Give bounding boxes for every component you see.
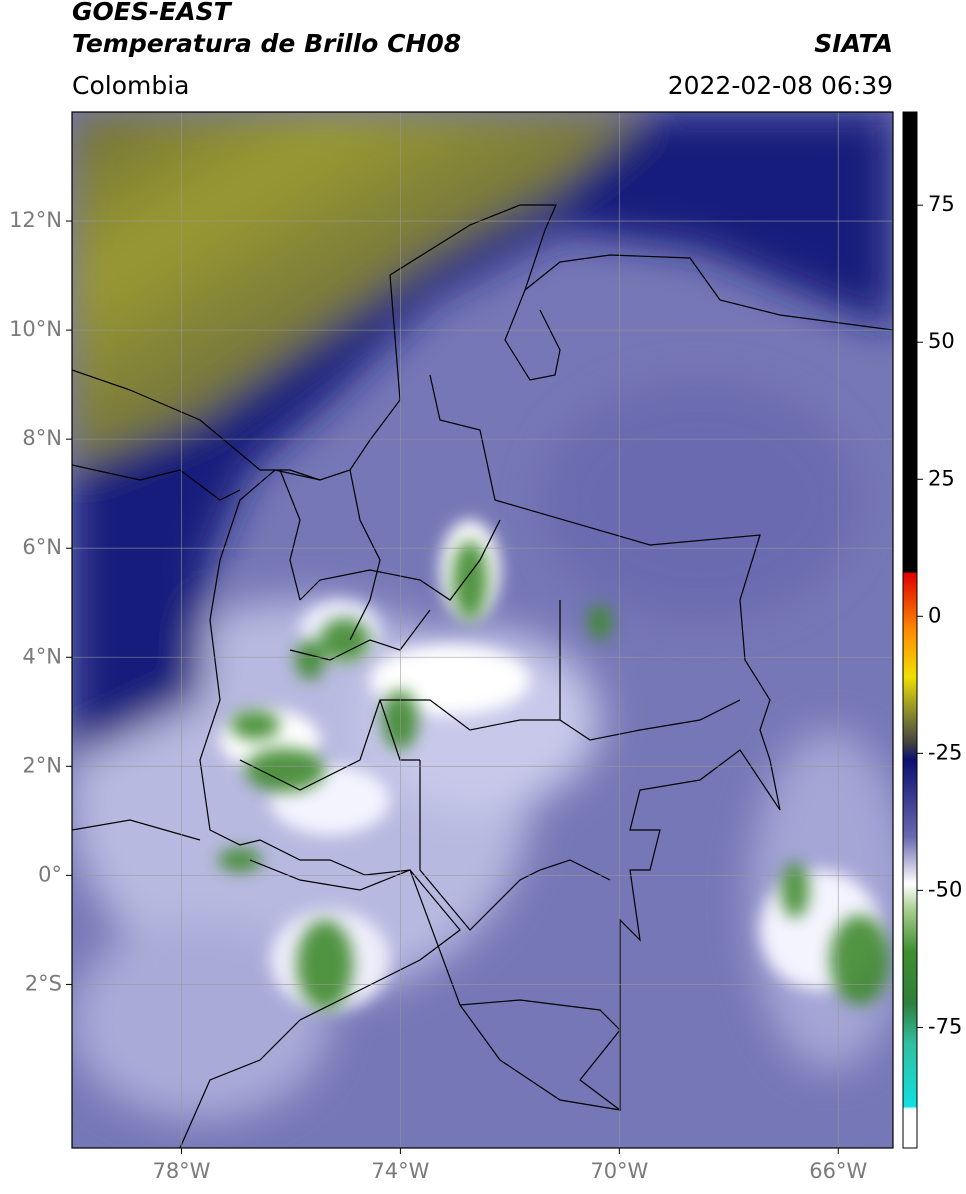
colorbar-tick-label: -25 <box>928 740 962 764</box>
colorbar-tick-label: 50 <box>928 329 955 353</box>
datetime: 2022-02-08 06:39 <box>668 71 893 100</box>
x-tick-label: 78°W <box>152 1159 210 1183</box>
satellite: GOES-EAST <box>72 0 233 26</box>
y-tick-label: 2°S <box>25 971 62 995</box>
y-tick-label: 8°N <box>22 426 62 450</box>
x-tick-label: 66°W <box>809 1159 867 1183</box>
source: SIATA <box>814 29 893 58</box>
y-tick-label: 0° <box>38 862 62 886</box>
product: Temperatura de Brillo CH08 <box>72 29 461 58</box>
y-tick-label: 12°N <box>9 208 62 232</box>
x-tick-label: 74°W <box>371 1159 429 1183</box>
satellite-image <box>72 112 893 1148</box>
colorbar <box>902 111 918 1149</box>
grid <box>72 112 893 1148</box>
y-tick-label: 10°N <box>9 317 62 341</box>
borders <box>72 204 893 1148</box>
y-tick-label: 2°N <box>22 753 62 777</box>
colorbar-tick-label: 0 <box>928 603 941 627</box>
x-tick-label: 70°W <box>590 1159 648 1183</box>
colorbar-tick-label: -50 <box>928 877 962 901</box>
y-tick-label: 6°N <box>22 535 62 559</box>
colorbar-tick-label: -75 <box>928 1014 962 1038</box>
colorbar-tick-label: 75 <box>928 192 955 216</box>
colorbar-tick-label: 25 <box>928 466 955 490</box>
map-frame <box>71 111 894 1149</box>
y-tick-label: 4°N <box>22 644 62 668</box>
region: Colombia <box>72 71 189 100</box>
